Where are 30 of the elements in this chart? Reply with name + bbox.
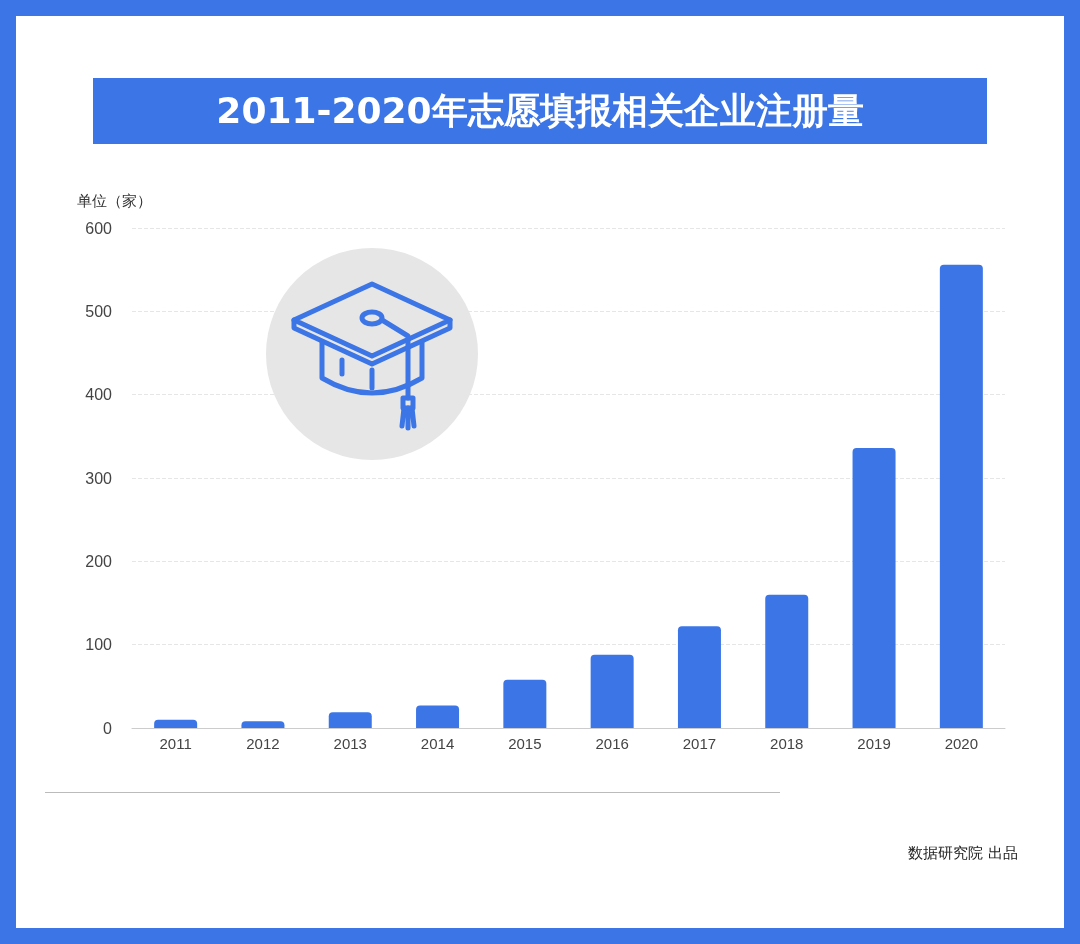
bar: [939, 264, 983, 728]
x-tick-label: 2015: [508, 735, 542, 752]
text: 数据研究院 出品: [908, 844, 1018, 863]
bar: [765, 594, 809, 728]
x-tick-label: 2012: [246, 735, 280, 752]
y-tick-label: 300: [85, 469, 113, 487]
bar: [328, 712, 372, 728]
y-tick-label: 400: [85, 386, 113, 404]
y-tick-label: 100: [85, 636, 113, 654]
y-tick-label: 200: [85, 552, 113, 570]
bar: [241, 721, 285, 728]
bar: [503, 679, 547, 728]
y-axis-title: 单位（家）: [77, 192, 152, 209]
x-tick-label: 2017: [682, 735, 717, 752]
x-tick-label: 2019: [857, 735, 891, 752]
chart-title: 2011-2020年志愿填报相关企业注册量: [93, 78, 987, 144]
x-tick-label: 2020: [944, 735, 979, 752]
bar: [416, 705, 460, 728]
x-tick-label: 2011: [159, 735, 192, 752]
bar: [852, 448, 896, 728]
x-tick-label: 2014: [420, 735, 455, 752]
x-tick-label: 2018: [770, 735, 804, 752]
x-tick-label: 2013: [333, 735, 367, 752]
y-tick-label: 500: [85, 302, 113, 320]
bar: [677, 626, 721, 728]
x-tick-label: 2016: [595, 735, 629, 752]
bar: [590, 654, 634, 728]
bar: [154, 719, 198, 728]
y-tick-label: 600: [85, 219, 113, 237]
y-tick-label: 0: [103, 719, 113, 737]
